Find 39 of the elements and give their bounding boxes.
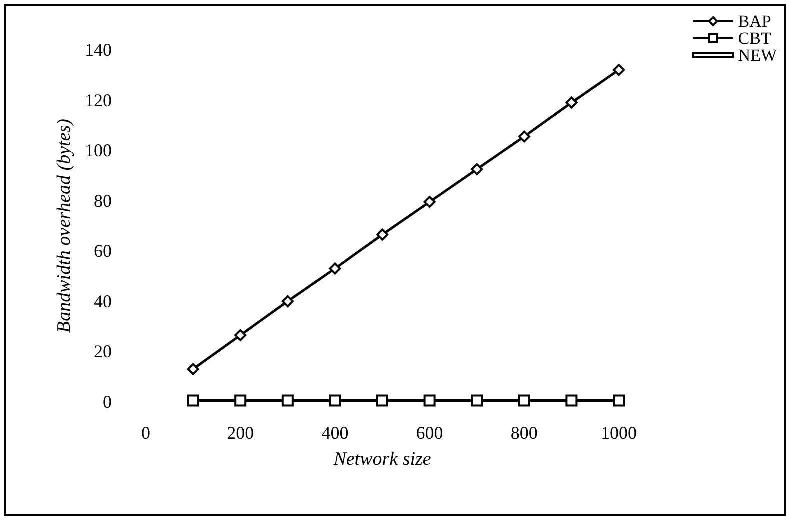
y-tick-label: 120 (85, 90, 112, 110)
legend-label: CBT (738, 29, 772, 48)
point (282, 295, 294, 308)
point (471, 394, 484, 407)
x-tick-label: 400 (322, 423, 349, 443)
y-tick-label: 20 (94, 342, 112, 362)
y-tick-label: 80 (94, 190, 112, 211)
x-tick-label: 200 (227, 423, 254, 443)
point (234, 329, 247, 342)
y-axis-title: Bandwidth overhead (bytes) (54, 119, 76, 333)
point (234, 394, 247, 407)
point (376, 228, 388, 241)
x-tick-label: 0 (142, 423, 150, 443)
point (613, 64, 625, 76)
point (282, 394, 294, 407)
point (424, 394, 436, 407)
point (518, 130, 530, 143)
y-tick-label: 40 (94, 291, 112, 312)
legend-label: NEW (738, 46, 778, 65)
x-tick-label: 800 (510, 423, 538, 443)
point (613, 394, 625, 407)
y-tick-label: 0 (103, 392, 112, 412)
point (471, 163, 484, 176)
point (424, 196, 436, 208)
x-tick-label: 1000 (601, 423, 637, 443)
point (187, 363, 200, 376)
point (566, 394, 578, 407)
x-tick-label: 600 (416, 423, 444, 443)
point (329, 394, 342, 407)
y-tick-label: 60 (94, 241, 112, 262)
y-tick-label: 140 (85, 40, 112, 60)
legend-label: BAP (738, 12, 772, 31)
point (187, 394, 200, 407)
x-axis-title: Network size (332, 449, 432, 470)
point (329, 262, 342, 275)
y-tick-label: 100 (85, 140, 112, 161)
point (566, 96, 578, 109)
point (376, 394, 388, 407)
point (518, 394, 530, 407)
